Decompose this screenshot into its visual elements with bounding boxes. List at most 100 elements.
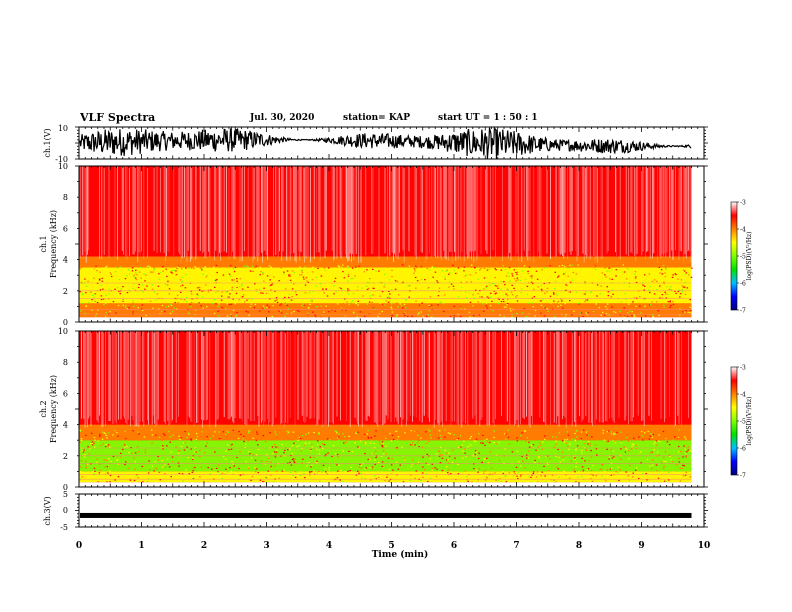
spec-speckle xyxy=(79,430,82,432)
spec-speckle xyxy=(270,474,272,476)
spec-speckle xyxy=(334,277,337,279)
spec-speckle xyxy=(237,293,240,295)
spec-speckle xyxy=(581,457,583,459)
spec-speckle xyxy=(330,291,333,293)
spec-speckle xyxy=(555,293,557,295)
spec-speckle xyxy=(369,467,371,469)
spec-speckle xyxy=(457,267,460,269)
spec-speckle xyxy=(269,432,271,434)
spec-speckle xyxy=(153,291,156,293)
spec-speckle xyxy=(413,268,416,270)
spec-speckle xyxy=(625,447,627,449)
spec-speckle xyxy=(481,296,483,298)
spec-speckle xyxy=(338,433,340,435)
spec-speckle xyxy=(516,440,519,442)
spec-speckle xyxy=(407,308,410,310)
spec-speckle xyxy=(382,453,385,455)
spec-speckle xyxy=(186,446,188,448)
spec-speckle xyxy=(595,292,597,294)
spec-speckle xyxy=(340,287,342,289)
spec-speckle xyxy=(394,280,397,282)
spec-speckle xyxy=(663,465,665,467)
spec-speckle xyxy=(690,289,692,291)
spec-speckle xyxy=(421,446,424,448)
spec-speckle xyxy=(631,311,633,313)
spec-speckle xyxy=(352,300,354,302)
x-tick-label: 1 xyxy=(138,541,144,551)
spec-speckle xyxy=(657,310,659,312)
spec-speckle xyxy=(399,303,401,305)
spec-speckle xyxy=(225,275,228,277)
spec-speckle xyxy=(125,305,127,307)
spec-speckle xyxy=(658,296,660,298)
spec-speckle xyxy=(245,443,247,445)
spec-speckle xyxy=(477,471,479,473)
spec-speckle xyxy=(195,432,198,435)
spec-speckle xyxy=(94,293,96,295)
spec-speckle xyxy=(521,455,523,457)
spec-speckle xyxy=(94,446,96,448)
spec-speckle xyxy=(411,444,414,446)
spec-speckle xyxy=(555,455,557,457)
station-label: station= KAP xyxy=(343,113,411,123)
spec-speckle xyxy=(656,293,658,295)
spec-speckle xyxy=(276,301,279,303)
spec-speckle xyxy=(221,472,224,474)
spec-speckle xyxy=(142,481,144,483)
spec-speckle xyxy=(381,471,384,473)
spec-speckle xyxy=(336,466,338,468)
spec-speckle xyxy=(482,442,484,444)
spec-speckle xyxy=(375,430,377,432)
spec-speckle xyxy=(320,305,322,307)
spec-speckle xyxy=(625,278,628,280)
spec-speckle xyxy=(372,294,374,296)
spec-speckle xyxy=(496,285,499,287)
spec-speckle xyxy=(687,449,689,451)
spec-speckle xyxy=(157,284,159,286)
spec-speckle xyxy=(365,467,367,469)
spec-speckle xyxy=(605,309,607,311)
spec-speckle xyxy=(420,479,422,482)
spec-speckle xyxy=(541,471,543,473)
spec-speckle xyxy=(94,300,97,302)
spec-speckle xyxy=(210,289,212,291)
spec-speckle xyxy=(286,270,289,272)
spec-speckle xyxy=(425,461,427,463)
spec-speckle xyxy=(181,268,183,270)
spec-speckle xyxy=(459,470,462,472)
spec-speckle xyxy=(314,314,316,316)
spec-speckle xyxy=(679,314,681,316)
spec-speckle xyxy=(475,451,478,453)
spec-speckle xyxy=(509,308,512,310)
spec-speckle xyxy=(206,436,208,438)
spec-speckle xyxy=(233,279,235,281)
spec-speckle xyxy=(298,310,300,312)
spec-speckle xyxy=(451,466,453,468)
spec-speckle xyxy=(496,450,498,452)
spec-speckle xyxy=(682,456,684,458)
spec-speckle xyxy=(415,430,417,432)
spec-speckle xyxy=(274,300,276,302)
spec-speckle xyxy=(310,300,312,302)
spec-speckle xyxy=(449,481,451,483)
spec-ytick-label: 6 xyxy=(63,224,68,233)
spec-speckle xyxy=(665,293,667,295)
spec-speckle xyxy=(671,461,674,463)
spec-speckle xyxy=(660,314,662,316)
spec-speckle xyxy=(316,462,318,464)
spec-speckle xyxy=(477,301,479,303)
spec-speckle xyxy=(571,314,573,316)
spec-speckle xyxy=(587,443,589,445)
spec-speckle xyxy=(410,474,412,476)
spec-speckle xyxy=(266,457,269,459)
spec-speckle xyxy=(208,279,211,281)
spec-speckle xyxy=(167,475,169,477)
spec-speckle xyxy=(299,462,302,464)
spec-speckle xyxy=(184,430,186,433)
spec-speckle xyxy=(151,429,153,431)
spec-speckle xyxy=(230,448,233,450)
spec-speckle xyxy=(281,294,284,297)
spec-speckle xyxy=(216,271,218,274)
spec-speckle xyxy=(230,315,232,317)
spec-speckle xyxy=(205,276,208,278)
